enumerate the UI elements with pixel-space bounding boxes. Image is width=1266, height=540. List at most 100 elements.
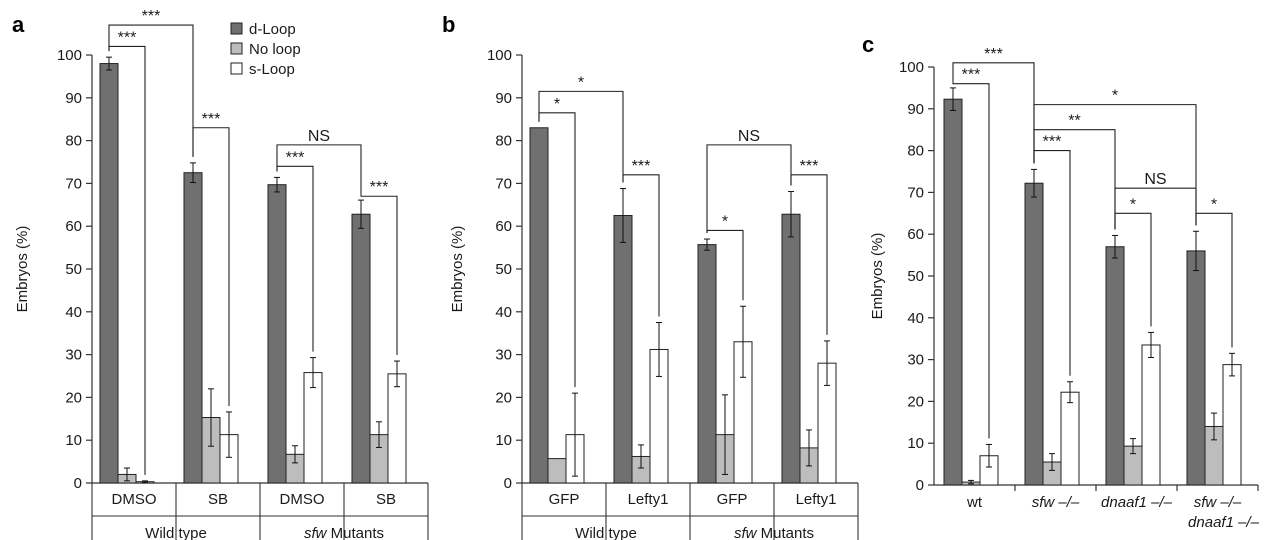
y-tick-label: 10: [907, 435, 924, 452]
bar-d-loop: [1105, 246, 1125, 486]
group-label: Wild type: [575, 525, 637, 540]
significance-bracket: [192, 127, 230, 406]
y-tick-label: 10: [65, 432, 82, 449]
y-tick-label: 30: [907, 352, 924, 369]
significance-bracket: [1033, 104, 1197, 226]
bar-s-loop: [1060, 391, 1080, 486]
y-axis-label: Embryos (%): [869, 233, 886, 320]
significance-label: *: [578, 74, 584, 91]
y-tick-label: 70: [495, 175, 512, 192]
significance-bracket: [790, 174, 828, 335]
category-label: DMSO: [112, 491, 157, 508]
y-tick-label: 80: [907, 143, 924, 160]
significance-label: ***: [962, 67, 981, 84]
y-tick-label: 20: [907, 393, 924, 410]
y-tick-label: 60: [495, 218, 512, 235]
y-tick-label: 100: [487, 47, 512, 64]
significance-label: ***: [142, 8, 161, 25]
significance-bracket: [952, 81, 990, 439]
panel-c-chart: c 0 10 20 30 40 50 60 70 80 90 100 Embryos (%) wt sfw …: [862, 32, 1260, 531]
y-tick-label: 50: [495, 261, 512, 278]
bar-d-loop: [267, 184, 287, 484]
y-tick-label: 60: [907, 226, 924, 243]
y-tick-label: 0: [504, 475, 512, 492]
significance-bracket: [276, 144, 362, 195]
significance-label: ***: [202, 111, 221, 128]
category-label: GFP: [549, 491, 580, 508]
bar-s-loop: [387, 373, 407, 484]
y-tick-label: 70: [907, 184, 924, 201]
significance-bracket: [706, 144, 792, 234]
category-label: sfw –/–: [1032, 494, 1080, 511]
legend-swatch: [230, 62, 243, 75]
significance-bracket: [622, 174, 660, 317]
y-tick-label: 40: [907, 310, 924, 327]
y-tick-label: 100: [57, 47, 82, 64]
legend-swatch: [230, 22, 243, 35]
y-tick-label: 100: [899, 59, 924, 76]
category-label-line2: dnaaf1 –/–: [1188, 514, 1260, 531]
y-tick-label: 20: [495, 389, 512, 406]
significance-label: ***: [370, 179, 389, 196]
significance-label: ***: [800, 158, 819, 175]
legend-swatch: [230, 42, 243, 55]
y-tick-label: 40: [495, 304, 512, 321]
y-axis-label: Embryos (%): [449, 226, 466, 313]
category-label: Lefty1: [796, 491, 837, 508]
significance-label: *: [554, 96, 560, 113]
category-label: DMSO: [280, 491, 325, 508]
category-label: SB: [376, 491, 396, 508]
bar-d-loop: [1186, 250, 1206, 486]
bar-s-loop: [1222, 364, 1242, 486]
bar-d-loop: [781, 213, 801, 484]
category-label: wt: [966, 494, 983, 511]
significance-bracket: [706, 229, 744, 301]
significance-label: ***: [286, 149, 305, 166]
bar-s-loop: [1141, 344, 1161, 486]
bar-no-loop: [547, 458, 567, 484]
legend-label: No loop: [249, 41, 301, 58]
bar-s-loop: [303, 372, 323, 484]
significance-bracket: [360, 194, 398, 356]
significance-label: *: [1130, 196, 1136, 213]
y-tick-label: 40: [65, 304, 82, 321]
group-label: sfw Mutants: [304, 525, 384, 540]
category-label: GFP: [717, 491, 748, 508]
y-tick-label: 20: [65, 389, 82, 406]
significance-label: **: [1068, 113, 1080, 130]
significance-label: *: [1211, 196, 1217, 213]
significance-bracket: [538, 90, 624, 183]
y-tick-label: 90: [495, 90, 512, 107]
y-tick-label: 60: [65, 218, 82, 235]
significance-label: ***: [118, 29, 137, 46]
significance-bracket: [1114, 212, 1152, 327]
significance-bracket: [108, 24, 194, 157]
y-tick-label: 90: [907, 101, 924, 118]
y-tick-label: 70: [65, 175, 82, 192]
bar-d-loop: [943, 98, 963, 486]
y-tick-label: 0: [74, 475, 82, 492]
bar-d-loop: [529, 127, 549, 484]
group-label: sfw Mutants: [734, 525, 814, 540]
significance-label: ***: [1043, 134, 1062, 151]
category-label: dnaaf1 –/–: [1101, 494, 1173, 511]
y-tick-label: 50: [65, 261, 82, 278]
category-label: Lefty1: [628, 491, 669, 508]
y-tick-label: 30: [495, 347, 512, 364]
panel-letter: c: [862, 32, 874, 57]
significance-bracket: [1195, 212, 1233, 348]
panel-b-chart: b 0 10 20 30 40 50 60 70 80 90 100 Embryos (%) GFP Lef…: [442, 12, 859, 540]
bar-d-loop: [697, 244, 717, 484]
bar-d-loop: [99, 63, 119, 484]
significance-label: NS: [1144, 171, 1166, 188]
y-tick-label: 80: [65, 133, 82, 150]
category-label: SB: [208, 491, 228, 508]
y-tick-label: 10: [495, 432, 512, 449]
legend-label: d-Loop: [249, 21, 296, 38]
group-label: Wild type: [145, 525, 207, 540]
category-label: sfw –/–: [1194, 494, 1242, 511]
group-label-italic: sfw: [734, 525, 758, 540]
significance-bracket: [276, 165, 314, 352]
significance-label: ***: [984, 46, 1003, 63]
